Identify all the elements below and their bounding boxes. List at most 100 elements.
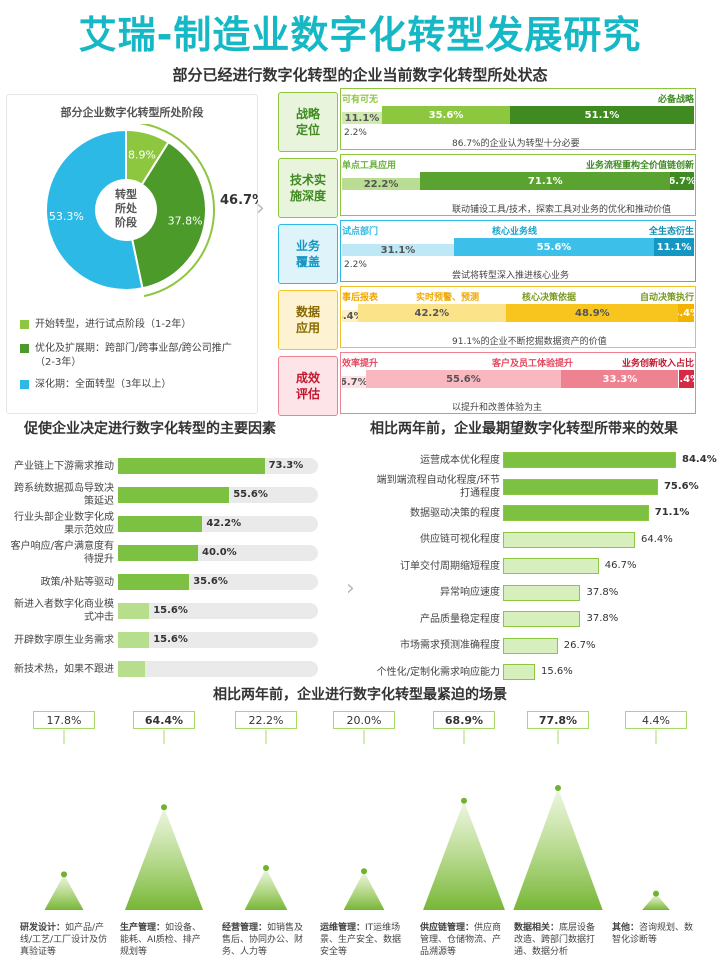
factor-label: 客户响应/客户满意度有待提升 — [10, 541, 114, 565]
effect-bar — [503, 452, 677, 468]
factor-track — [118, 545, 318, 561]
dimension-label: 数据 应用 — [278, 290, 338, 350]
stacked-segment: 55.6% — [365, 370, 562, 388]
stacked-segment: 48.9% — [506, 304, 679, 322]
dimension-frame — [340, 286, 696, 348]
scenario-head: 运维管理： — [320, 923, 366, 933]
scenario-apex — [61, 871, 67, 878]
dimension-frame — [340, 88, 696, 150]
factors-chart: 产业链上下游需求推动 73.3% 跨系统数据孤岛导致决策延迟 55.6% 行业头部企业数… — [0, 448, 340, 682]
dimension-tag: 试点部门 — [342, 227, 379, 237]
factor-bar — [118, 632, 150, 648]
factor-track — [118, 458, 318, 474]
stacked-segment: 71.1% — [420, 172, 671, 190]
effect-bar — [503, 664, 535, 680]
factor-track — [118, 574, 318, 590]
scenario-beam — [124, 807, 204, 910]
stacked-segment: 6.7% — [342, 376, 366, 388]
scenario-value-box: 64.4% — [133, 711, 195, 729]
dimension-note: 91.1%的企业不断挖掘数据资产的价值 — [452, 337, 607, 347]
factor-value: 15.6% — [153, 605, 188, 616]
factor-track — [118, 603, 318, 619]
effect-value: 64.4% — [641, 533, 673, 545]
effects-title: 相比两年前，企业最期望数字化转型所带来的效果 — [370, 421, 678, 437]
factor-label: 行业头部企业数字化成果示范效应 — [14, 512, 114, 536]
stacked-segment: 42.2% — [357, 304, 507, 322]
factor-label: 新进入者数字化商业模式冲击 — [14, 599, 114, 623]
scenarios-spotlight-chart — [44, 730, 670, 910]
lead-value: 2.2% — [344, 128, 367, 138]
factor-label: 跨系统数据孤岛导致决策延迟 — [14, 483, 114, 507]
scenario-head: 其他： — [612, 923, 640, 933]
scenario-head: 研发设计： — [20, 923, 66, 933]
scenario-beam — [423, 800, 505, 910]
scenario-text: 如销售及售后、协同办公、财务、人力等 — [222, 923, 304, 957]
scenario-description: 数据相关：底层设备改造、跨部门数据打通、数据分析 — [514, 922, 602, 958]
dimension-label: 技术实 施深度 — [278, 158, 338, 218]
legend-label: 开始转型，进行试点阶段（1-2年） — [35, 319, 192, 330]
scenario-text: IT运维场景、生产安全、数据安全等 — [320, 923, 402, 957]
dimension-tag: 可有可无 — [342, 95, 379, 105]
scenario-apex — [161, 804, 167, 811]
dimension-tag: 客户及员工体验提升 — [492, 359, 574, 369]
dimension-label: 成效 评估 — [278, 356, 338, 416]
factor-value: 40.0% — [202, 547, 237, 558]
scenario-beam — [642, 893, 670, 910]
dimension-tag: 全生态衍生 — [648, 227, 694, 237]
stacked-segment: 55.6% — [453, 238, 655, 256]
callout-arc — [138, 124, 215, 298]
scenario-value-box: 22.2% — [235, 711, 297, 729]
stacked-segment: 4.4% — [342, 310, 358, 322]
stage-pie-chart: 8.9% 37.8% 53.3% 46.7% 转型所处阶段 — [45, 124, 258, 298]
effect-value: 84.4% — [682, 454, 717, 465]
effect-label: 订单交付周期缩短程度 — [400, 560, 500, 572]
pie-center-label: 转型 — [115, 187, 137, 201]
factor-label: 政策/补贴等驱动 — [40, 576, 114, 588]
effect-bar — [503, 637, 558, 654]
pie-slice-label: 8.9% — [128, 148, 156, 161]
scenario-beam — [44, 874, 84, 910]
section-subtitle: 部分已经进行数字化转型的企业当前数字化转型所处状态 — [172, 66, 548, 84]
dimension-tag: 业务流程重构全价值链创新 — [585, 161, 694, 171]
stacked-segment: 51.1% — [510, 106, 694, 124]
effect-label: 市场需求预测准确程度 — [400, 640, 500, 651]
scenario-description: 生产管理：如设备、能耗、AI质检、排产规划等 — [120, 922, 208, 958]
pie-slice-label: 37.8% — [168, 215, 203, 228]
dimension-frame — [340, 154, 696, 216]
scenario-description: 经营管理：如销售及售后、协同办公、财务、人力等 — [222, 922, 310, 958]
factor-value: 73.3% — [268, 460, 304, 471]
dimension-tag: 自动决策执行 — [639, 293, 694, 303]
factor-bar — [118, 574, 190, 590]
factor-value: 35.6% — [193, 576, 228, 587]
dimension-tag: 效率提升 — [342, 359, 379, 369]
legend-item-start: 开始转型，进行试点阶段（1-2年） — [20, 318, 250, 332]
scenario-head: 数据相关： — [514, 923, 560, 933]
legend-label: 深化期：全面转型（3年以上） — [35, 379, 172, 390]
scenario-beam — [513, 787, 603, 910]
stacked-segment: 4.4% — [678, 370, 694, 388]
effect-label: 个性化/定制化需求响应能力 — [376, 666, 500, 678]
scenario-beam — [244, 868, 288, 910]
effect-label: 异常响应速度 — [440, 587, 500, 598]
factor-track — [118, 487, 318, 503]
dimension-tag: 单点工具应用 — [342, 161, 397, 171]
scenario-apex — [555, 784, 561, 791]
stacked-segment: 11.1% — [654, 238, 694, 256]
dimension-frame — [340, 352, 696, 414]
effect-value: 75.6% — [663, 480, 699, 492]
dimension-tag: 核心决策依据 — [522, 293, 577, 303]
scenario-value-box: 77.8% — [527, 711, 589, 729]
factor-bar — [118, 516, 203, 532]
scenario-value-box: 68.9% — [433, 711, 495, 729]
factor-value: 55.6% — [233, 489, 268, 500]
factor-bar — [118, 545, 198, 561]
callout-value: 46.7% — [220, 193, 258, 208]
effect-label: 端到端流程自动化程度/环节打通程度 — [376, 474, 500, 499]
factors-title: 促使企业决定进行数字化转型的主要因素 — [24, 421, 276, 437]
scenario-value-box: 20.0% — [333, 711, 395, 729]
effect-label: 供应链可视化程度 — [420, 534, 500, 545]
legend-swatch — [20, 344, 29, 353]
scenarios-title: 相比两年前，企业进行数字化转型最紧迫的场景 — [213, 687, 507, 703]
scenario-apex — [653, 890, 659, 897]
effect-value: 37.8% — [586, 586, 619, 598]
